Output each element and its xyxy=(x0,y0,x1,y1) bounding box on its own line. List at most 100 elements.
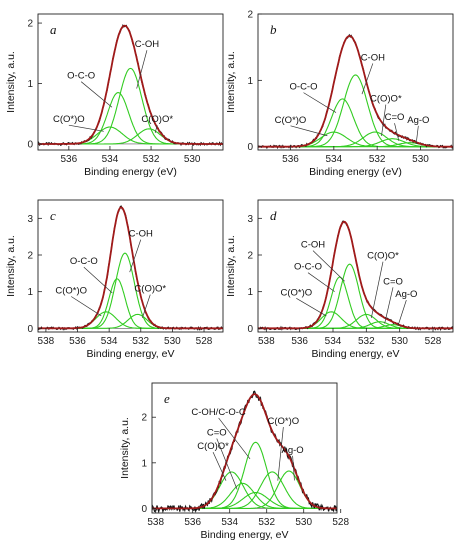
x-tick-label: 528 xyxy=(425,336,442,347)
annotation-leader xyxy=(370,261,384,318)
y-tick-label: 0 xyxy=(247,324,253,335)
y-tick-label: 1 xyxy=(247,76,253,87)
x-tick-label: 532 xyxy=(358,336,375,347)
plot-frame xyxy=(37,199,224,333)
x-tick-label: 534 xyxy=(101,336,118,347)
x-tick-label: 532 xyxy=(369,154,386,165)
plot-frame xyxy=(257,199,454,333)
x-tick-label: 528 xyxy=(332,517,349,528)
panel-label: c xyxy=(50,208,56,223)
annotation-leader xyxy=(68,124,104,132)
annotation-leader xyxy=(136,50,148,89)
y-axis-label: Intensity, a.u. xyxy=(225,51,237,113)
plot-frame xyxy=(151,382,338,514)
y-tick-label: 1 xyxy=(27,287,33,298)
plot-area xyxy=(152,390,337,513)
x-tick-label: 536 xyxy=(184,517,201,528)
envelope-fit xyxy=(38,24,223,145)
annotation-leader xyxy=(80,81,113,108)
component-curve-C-O xyxy=(152,482,337,509)
peak-annotation: C-OH/C-O-C xyxy=(191,407,245,418)
x-tick-label: 538 xyxy=(147,517,164,528)
plot-frame xyxy=(257,13,454,151)
peak-annotation: C-OH xyxy=(135,39,159,50)
y-tick-label: 2 xyxy=(141,413,147,424)
component-curve-C-O-O- xyxy=(258,313,453,329)
y-tick-label: 0 xyxy=(141,504,147,515)
component-curve-C-O-O xyxy=(38,126,223,145)
plot-frame xyxy=(37,13,224,151)
y-tick-label: 2 xyxy=(247,251,253,262)
annotation-leader xyxy=(381,104,387,137)
peak-annotation: C=O xyxy=(385,112,405,123)
annotation-leader xyxy=(216,438,238,490)
annotation-leader xyxy=(71,296,102,317)
component-curve-C-O-O xyxy=(38,311,223,329)
x-tick-label: 530 xyxy=(295,517,312,528)
annotation-leader xyxy=(397,300,407,326)
y-tick-label: 0 xyxy=(247,142,253,153)
peak-annotation: C(O)O* xyxy=(134,284,166,295)
y-axis-label: Intensity, a.u. xyxy=(5,51,17,113)
experimental-trace xyxy=(38,23,223,147)
annotation-leader xyxy=(154,125,158,133)
plot-area xyxy=(258,220,453,331)
y-tick-label: 1 xyxy=(247,287,253,298)
experimental-trace xyxy=(38,205,223,331)
peak-annotation: Ag-O xyxy=(407,115,429,126)
x-tick-label: 536 xyxy=(291,336,308,347)
x-axis-label: Binding energy (eV) xyxy=(309,166,402,178)
x-tick-label: 536 xyxy=(69,336,86,347)
y-tick-label: 0 xyxy=(27,139,33,150)
peak-annotation: O-C-O xyxy=(67,71,95,82)
annotation-leader xyxy=(83,266,113,294)
peak-annotation: C-OH xyxy=(301,240,325,251)
annotation-leader xyxy=(415,125,419,144)
y-tick-label: 2 xyxy=(247,10,253,21)
y-tick-label: 3 xyxy=(27,214,33,225)
peak-annotation: Ag-O xyxy=(395,289,417,300)
y-axis-label: Intensity, a.u. xyxy=(225,235,237,297)
annotation-leader xyxy=(277,427,284,481)
y-tick-label: 0 xyxy=(27,324,33,335)
y-axis-label: Intensity, a.u. xyxy=(5,235,17,297)
panel-e: 538 536 534 532 530 528 0 1 2 Binding energy, eV I… xyxy=(119,382,349,541)
component-curve-C-OH xyxy=(38,67,223,145)
annotation-leader xyxy=(307,272,335,292)
annotation-leader xyxy=(312,250,345,282)
y-tick-label: 2 xyxy=(27,251,33,262)
x-tick-label: 532 xyxy=(143,154,160,165)
plot-area xyxy=(258,33,453,150)
x-tick-label: 536 xyxy=(282,154,299,165)
annotation-leader xyxy=(384,287,394,324)
x-tick-label: 538 xyxy=(38,336,55,347)
component-curve-C-O-O- xyxy=(38,128,223,145)
x-tick-label: 530 xyxy=(164,336,181,347)
experimental-trace xyxy=(258,33,453,150)
y-tick-label: 1 xyxy=(141,458,147,469)
annotation-leader xyxy=(296,298,327,317)
x-tick-label: 534 xyxy=(102,154,119,165)
peak-annotation: C(O*)O xyxy=(55,286,87,297)
x-axis-label: Binding energy, eV xyxy=(201,529,289,541)
envelope-fit xyxy=(258,35,453,148)
panel-d: 538 536 534 532 530 528 0 1 2 3 Binding energy, eV… xyxy=(225,199,454,360)
annotation-leader xyxy=(292,455,295,481)
annotation-leader xyxy=(361,63,374,95)
panel-c: 538 536 534 532 530 528 0 1 2 3 Binding energy, eV… xyxy=(5,199,224,360)
panel-label: e xyxy=(164,391,170,406)
peak-annotation: C(O*)O xyxy=(268,416,300,427)
peak-annotation: C-OH xyxy=(129,229,153,240)
plot-area xyxy=(38,23,223,147)
x-tick-label: 536 xyxy=(60,154,77,165)
peak-annotation: O-C-O xyxy=(294,262,322,273)
peak-annotation: C(O)O* xyxy=(141,114,173,125)
panel-label: a xyxy=(50,22,57,37)
peak-annotation: C(O)O* xyxy=(370,94,402,105)
x-tick-label: 530 xyxy=(412,154,429,165)
envelope-fit xyxy=(38,206,223,330)
component-curve-C-OH xyxy=(258,74,453,148)
peak-annotation: C(O*)O xyxy=(275,115,307,126)
y-tick-label: 1 xyxy=(27,79,33,90)
x-axis-label: Binding energy, eV xyxy=(87,348,175,360)
